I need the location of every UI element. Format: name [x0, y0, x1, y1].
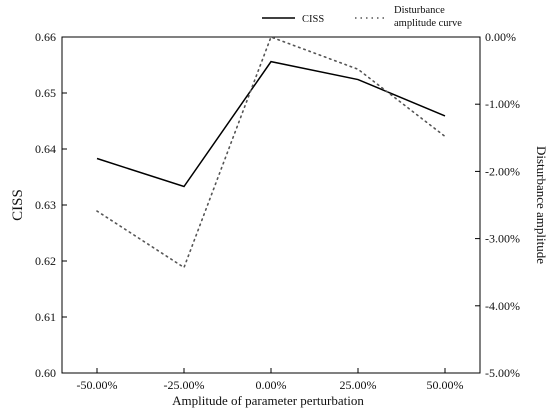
x-tick-label: -25.00%: [164, 378, 205, 392]
left-tick-label: 0.64: [35, 142, 56, 156]
left-tick-label: 0.65: [35, 86, 56, 100]
right-tick-label: 0.00%: [485, 30, 516, 44]
left-tick-label: 0.60: [35, 366, 56, 380]
right-tick-label: -2.00%: [485, 164, 520, 178]
left-tick-label: 0.61: [35, 310, 56, 324]
series-line-ciss: [97, 62, 445, 187]
right-tick-label: -4.00%: [485, 299, 520, 313]
left-tick-label: 0.63: [35, 198, 56, 212]
y-axis-title-left: CISS: [10, 189, 26, 221]
right-axis: 0.00% -1.00% -2.00% -3.00% -4.00% -5.00%: [475, 30, 520, 380]
legend-label-ciss: CISS: [302, 14, 324, 25]
x-tick-label: 0.00%: [256, 378, 287, 392]
series-line-disturbance-amplitude-curve: [97, 37, 445, 267]
x-tick-label: -50.00%: [77, 378, 118, 392]
left-tick-label: 0.62: [35, 254, 56, 268]
x-axis: -50.00% -25.00% 0.00% 25.00% 50.00%: [77, 368, 464, 392]
y-axis-title-right: Disturbance amplitude: [534, 146, 549, 264]
series-layer: [97, 37, 445, 268]
right-tick-label: -5.00%: [485, 366, 520, 380]
x-tick-label: 25.00%: [340, 378, 377, 392]
plot-frame: [62, 37, 480, 373]
right-tick-label: -1.00%: [485, 97, 520, 111]
left-tick-label: 0.66: [35, 30, 56, 44]
x-axis-title: Amplitude of parameter perturbation: [172, 393, 364, 408]
x-tick-label: 50.00%: [427, 378, 464, 392]
right-tick-label: -3.00%: [485, 232, 520, 246]
legend-label-disturbance-line1: Disturbance: [394, 5, 445, 16]
legend: CISS Disturbance amplitude curve: [262, 5, 462, 29]
legend-label-disturbance-line2: amplitude curve: [394, 18, 462, 29]
